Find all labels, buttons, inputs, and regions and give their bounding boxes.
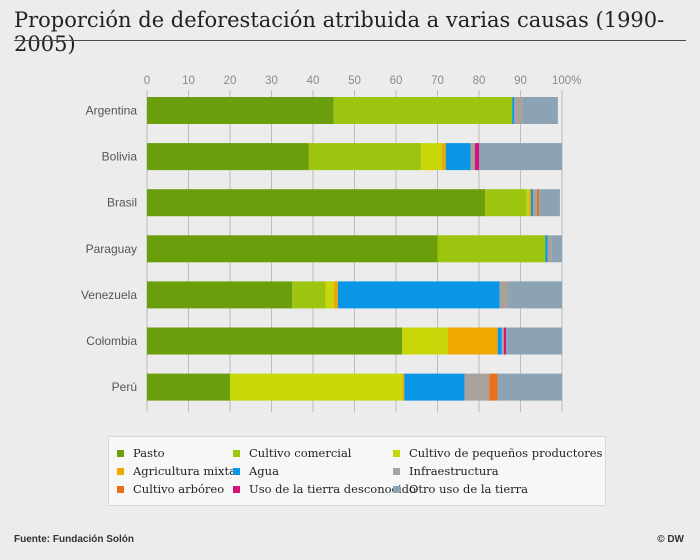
bar-segment [505, 327, 562, 355]
bar-segment [470, 143, 475, 171]
legend-item: Agua [233, 463, 279, 479]
title-divider [14, 40, 686, 41]
bar-segment [333, 97, 513, 124]
bar-segment [402, 327, 448, 355]
legend-label: Cultivo comercial [249, 446, 352, 460]
stacked-bar-chart: 0 10 20 30 40 50 60 70 80 90 100% Argentina Bolivia B… [81, 75, 581, 412]
legend-item: Uso de la tierra desconocido [233, 481, 416, 497]
bar-segment [333, 281, 338, 309]
bar-segment [501, 327, 504, 355]
bar-segment [147, 327, 403, 355]
x-tick-label: 80 [473, 75, 486, 87]
x-tick-label: 90 [514, 75, 527, 87]
legend-item: Pasto [117, 445, 165, 461]
bar-segment [474, 143, 479, 171]
bar-segment [447, 327, 498, 355]
legend-item: Cultivo arbóreo [117, 481, 224, 497]
x-tick-label: 50 [348, 75, 361, 87]
legend-swatch [233, 467, 240, 475]
bar-segment [551, 235, 562, 263]
category-label: Colombia [86, 334, 137, 348]
bar-segment [464, 373, 490, 401]
bar-segment [308, 143, 421, 171]
legend-label: Agricultura mixta [133, 464, 236, 478]
legend-item: Cultivo de pequeños productores [393, 445, 602, 461]
bar-segment [539, 189, 560, 217]
category-label: Paraguay [86, 242, 137, 256]
bar-segment [147, 189, 486, 217]
bar-segment [337, 281, 500, 309]
bar-segment [503, 327, 506, 355]
x-tick-label: 30 [265, 75, 278, 87]
x-tick-label: 100% [552, 75, 581, 87]
bar-segment [147, 235, 438, 263]
bar-segment [230, 373, 403, 401]
bar-segment [445, 143, 471, 171]
category-label: Venezuela [81, 288, 137, 302]
bar-segment [147, 97, 334, 124]
bar-segment [292, 281, 326, 309]
legend-item: Agricultura mixta [117, 463, 236, 479]
dw-credit: © DW [657, 534, 684, 545]
bar-segment [532, 189, 538, 217]
legend-label: Cultivo arbóreo [133, 482, 225, 496]
bar-segment [489, 373, 498, 401]
bar-segment [497, 373, 562, 401]
bar-segment [147, 281, 293, 309]
x-tick-label: 20 [224, 75, 237, 87]
bar-segment [497, 327, 502, 355]
category-label: Bolivia [102, 150, 138, 164]
category-label: Argentina [86, 104, 138, 118]
bar-segment [420, 143, 442, 171]
bar-segment [508, 281, 562, 309]
category-label: Brasil [107, 196, 137, 210]
category-label: Perú [112, 380, 137, 394]
legend-label: Uso de la tierra desconocido [249, 482, 416, 496]
legend-swatch [117, 467, 124, 475]
source-note: Fuente: Fundación Solón [14, 534, 134, 545]
legend-swatch [117, 485, 124, 493]
bar-segment [441, 143, 446, 171]
legend-swatch [393, 467, 400, 475]
x-tick-label: 10 [182, 75, 195, 87]
legend-label: Cultivo de pequeños productores [409, 446, 603, 460]
bar-segment [404, 373, 465, 401]
legend-swatch [393, 485, 400, 493]
bar-segment [537, 189, 540, 217]
legend-item: Otro uso de la tierra [393, 481, 528, 497]
bar-segment [526, 189, 529, 217]
bar-segment [547, 235, 552, 263]
x-tick-label: 70 [431, 75, 444, 87]
x-tick-label: 40 [307, 75, 320, 87]
bar-segment [325, 281, 334, 309]
legend-item: Infraestructura [393, 463, 499, 479]
chart-title: Proporción de deforestación atribuida a … [14, 8, 665, 56]
legend-swatch [233, 449, 240, 457]
bar-segment [522, 97, 558, 124]
legend-item: Cultivo comercial [233, 445, 351, 461]
bar-segment [402, 373, 405, 401]
legend-swatch [233, 485, 240, 493]
x-tick-label: 60 [390, 75, 403, 87]
legend-swatch [393, 449, 400, 457]
x-tick-label: 0 [144, 75, 150, 87]
bar-segment [147, 143, 309, 171]
bar-segment [147, 373, 230, 401]
chart-legend: Pasto Cultivo comercial Cultivo de pequeño… [108, 436, 606, 506]
legend-swatch [117, 449, 124, 457]
legend-label: Infraestructura [409, 464, 499, 478]
legend-label: Agua [249, 464, 279, 478]
bar-segment [437, 235, 546, 263]
bar-segment [530, 189, 533, 217]
legend-label: Pasto [133, 446, 165, 460]
bar-segment [512, 97, 515, 124]
bar-segment [528, 189, 531, 217]
bar-segment [499, 281, 509, 309]
bar-segment [514, 97, 523, 124]
bar-segment [545, 235, 548, 263]
bar-segment [479, 143, 562, 171]
bar-segment [485, 189, 527, 217]
legend-label: Otro uso de la tierra [409, 482, 528, 496]
